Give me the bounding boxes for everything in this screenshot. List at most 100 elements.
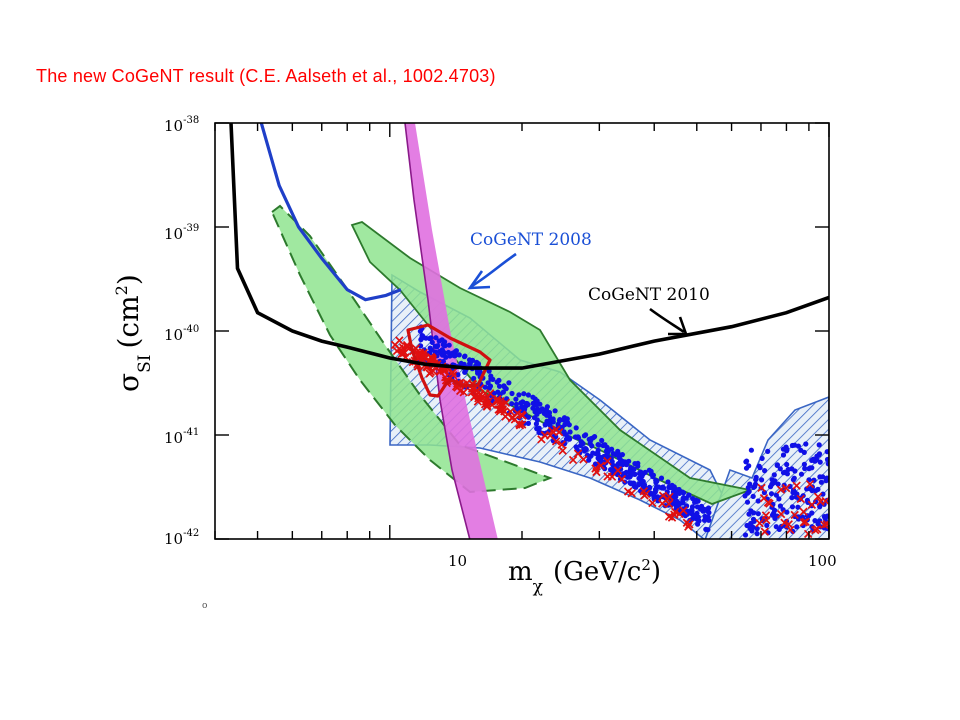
blue-data-point (523, 400, 529, 407)
blue-data-point (533, 402, 540, 408)
red-data-cross (483, 401, 492, 410)
blue-data-point (789, 495, 795, 501)
blue-data-point (576, 435, 582, 441)
blue-data-point (467, 361, 473, 367)
y-tick-label: 10-42 (164, 528, 199, 548)
blue-data-point (790, 490, 796, 496)
blue-data-point (790, 477, 797, 483)
red-contour (406, 323, 492, 398)
blue-data-point (754, 526, 760, 532)
red-data-cross (805, 479, 815, 489)
red-data-cross (640, 491, 649, 500)
blue-data-point (744, 499, 751, 505)
blue-data-point (595, 447, 601, 453)
annotation-arrow-2008 (471, 252, 517, 288)
blue-data-point (762, 468, 768, 474)
red-data-cross (418, 352, 428, 362)
red-data-cross (765, 499, 774, 508)
red-data-cross (816, 497, 825, 506)
slide-title: The new CoGeNT result (C.E. Aalseth et a… (36, 66, 496, 86)
red-data-cross (776, 485, 786, 494)
red-data-cross (617, 474, 627, 484)
blue-data-point (820, 474, 826, 480)
blue-data-point (628, 469, 634, 475)
blue-data-point (798, 471, 805, 477)
blue-data-point (642, 469, 648, 475)
blue-data-point (534, 398, 540, 404)
red-data-cross (796, 494, 805, 504)
blue-data-point (578, 442, 584, 449)
blue-data-point (804, 486, 810, 492)
red-data-cross (667, 513, 677, 522)
hatched-region-right (704, 396, 829, 539)
blue-data-point (756, 463, 762, 469)
blue-data-point (810, 456, 816, 463)
red-data-cross (402, 342, 411, 351)
blue-data-point (627, 474, 633, 480)
blue-data-point (429, 339, 435, 345)
blue-data-point (816, 442, 822, 448)
blue-data-point (759, 477, 765, 483)
annotation-arrow-2010 (649, 307, 685, 334)
red-data-cross (820, 520, 829, 530)
blue-data-point (462, 353, 468, 359)
red-data-cross (822, 519, 829, 529)
red-data-cross (658, 491, 668, 500)
blue-data-point (590, 450, 596, 456)
blue-data-point (559, 424, 565, 430)
red-data-cross (474, 392, 484, 401)
blue-data-point (536, 429, 542, 436)
red-data-cross (648, 498, 657, 508)
blue-data-point (702, 513, 708, 520)
red-data-cross (670, 507, 680, 517)
red-data-cross (684, 522, 693, 531)
blue-data-point (752, 483, 758, 490)
red-data-cross (591, 464, 600, 473)
blue-data-point (681, 495, 687, 501)
blue-data-point (596, 442, 602, 448)
blue-data-point (455, 372, 461, 378)
blue-data-point (530, 394, 536, 400)
blue-data-point (802, 465, 808, 472)
blue-data-point (748, 447, 755, 453)
blue-data-point (533, 421, 540, 427)
blue-data-point (759, 455, 765, 461)
y-tick-labels: 10-38 10-39 10-40 10-41 10-42 (164, 115, 199, 548)
blue-data-point (646, 484, 653, 490)
red-data-cross (398, 349, 408, 358)
red-data-cross (792, 481, 801, 490)
blue-data-point (824, 449, 829, 455)
green-band-lower (270, 204, 553, 494)
annotation-arrowhead-2008 (467, 270, 491, 290)
blue-data-point (548, 416, 554, 423)
red-data-cross (497, 405, 506, 414)
red-data-cross (428, 353, 437, 363)
y-tick-label: 10-40 (164, 324, 199, 344)
blue-data-point (486, 385, 492, 391)
blue-data-point (488, 373, 494, 379)
blue-data-point (701, 506, 708, 512)
x-tick-label-10: 10 (448, 552, 467, 570)
blue-data-point (653, 479, 659, 486)
red-data-cross (390, 340, 400, 350)
blue-data-point (706, 517, 712, 523)
blue-data-point (824, 513, 829, 519)
blue-data-point (661, 485, 667, 491)
blue-data-point (742, 532, 749, 538)
blue-data-point (744, 522, 750, 529)
blue-data-point (784, 509, 790, 515)
blue-data-point (754, 531, 760, 537)
blue-data-point (750, 516, 757, 523)
blue-data-point (573, 425, 579, 431)
blue-data-point (782, 469, 788, 475)
annotation-arrowhead-2010 (668, 316, 688, 336)
red-data-cross (551, 437, 561, 446)
blue-data-point (418, 343, 424, 349)
blue-data-point (552, 408, 558, 414)
blue-data-point (427, 345, 433, 351)
blue-data-point (620, 459, 626, 465)
blue-data-point (525, 420, 532, 426)
red-data-cross (517, 420, 527, 429)
blue-data-point (583, 446, 589, 452)
red-data-cross (596, 461, 606, 470)
